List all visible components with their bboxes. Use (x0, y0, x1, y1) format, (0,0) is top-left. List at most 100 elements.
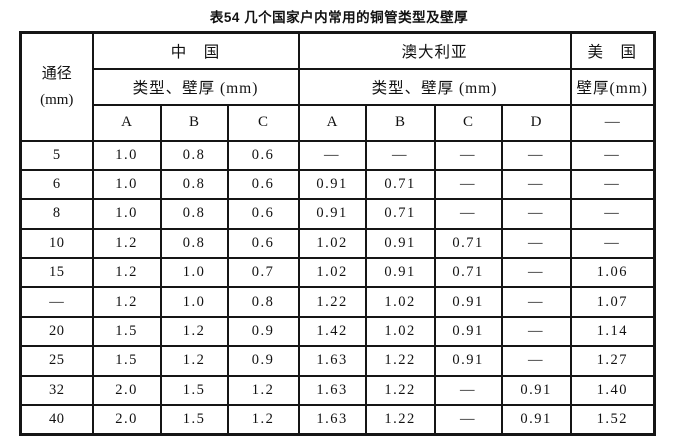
value-cell: 0.6 (226, 227, 300, 260)
diameter-label: 通径 (41, 65, 72, 82)
type-col-header: A (297, 103, 367, 142)
value-cell: 0.91 (433, 345, 503, 377)
value-cell: — (433, 374, 503, 407)
value-cell: 1.0 (91, 139, 162, 171)
value-cell: 1.02 (364, 286, 436, 318)
value-cell: 1.52 (569, 404, 656, 436)
value-cell: 0.8 (159, 139, 229, 171)
value-cell: 1.0 (91, 168, 162, 201)
value-cell: 1.2 (91, 286, 162, 318)
value-cell: 0.9 (226, 315, 300, 348)
header-row-subtitle: 类型、壁厚 (mm) 类型、壁厚 (mm) 壁厚(mm) (21, 67, 656, 106)
value-cell: — (433, 404, 503, 436)
diameter-cell: 20 (19, 315, 94, 348)
value-cell: 1.22 (364, 345, 436, 377)
table-row: 5 1.0 0.8 0.6— — — — — (19, 139, 656, 171)
value-cell: — (297, 139, 367, 171)
value-cell: 1.27 (569, 345, 656, 377)
diameter-cell: 15 (19, 257, 94, 289)
diameter-cell: 8 (19, 198, 94, 230)
copper-pipe-table: 通径 (mm) 中 国 澳大利亚 美 国 类型、壁厚 (mm) 类型、壁厚 (m… (19, 31, 656, 436)
diameter-unit: (mm) (40, 91, 74, 108)
value-cell: 1.63 (297, 374, 367, 407)
value-cell: 1.5 (159, 404, 229, 436)
table-row: 15 1.2 1.0 0.7 1.02 0.91 0.71—1.06 (19, 257, 656, 289)
value-cell: — (500, 168, 572, 201)
value-cell: 0.91 (297, 168, 367, 201)
table-row: 25 1.5 1.2 0.9 1.63 1.22 0.91—1.27 (19, 345, 656, 377)
value-cell: — (569, 168, 656, 201)
value-cell: 0.6 (226, 139, 300, 171)
value-cell: 1.22 (364, 404, 436, 436)
value-cell: 0.7 (226, 257, 300, 289)
value-cell: 1.63 (297, 345, 367, 377)
value-cell: 0.91 (364, 227, 436, 260)
value-cell: 0.91 (297, 198, 367, 230)
table-row: 8 1.0 0.8 0.6 0.91 0.71— — — (19, 198, 656, 230)
diameter-cell: — (19, 286, 94, 318)
header-row-country: 通径 (mm) 中 国 澳大利亚 美 国 (19, 31, 656, 142)
value-cell: 2.0 (91, 404, 162, 436)
header-usa: 美 国 (569, 31, 656, 70)
type-col-header: B (364, 103, 436, 142)
type-col-header: D (500, 103, 572, 142)
value-cell: 1.0 (159, 257, 229, 289)
type-col-header: B (159, 103, 229, 142)
value-cell: 0.91 (500, 374, 572, 407)
value-cell: 0.8 (226, 286, 300, 318)
value-cell: 1.5 (159, 374, 229, 407)
type-col-header: C (226, 103, 300, 142)
value-cell: 1.22 (364, 374, 436, 407)
header-diameter: 通径 (mm) (19, 31, 94, 142)
value-cell: — (433, 168, 503, 201)
value-cell: 0.91 (500, 404, 572, 436)
value-cell: — (364, 139, 436, 171)
value-cell: — (500, 257, 572, 289)
diameter-cell: 40 (19, 404, 94, 436)
type-col-header: C (433, 103, 503, 142)
value-cell: 1.0 (91, 198, 162, 230)
diameter-cell: 10 (19, 227, 94, 260)
subheader-australia: 类型、壁厚 (mm) (297, 67, 572, 106)
value-cell: — (500, 139, 572, 171)
value-cell: 1.2 (91, 257, 162, 289)
value-cell: 0.8 (159, 198, 229, 230)
value-cell: 0.8 (159, 168, 229, 201)
header-china: 中 国 (91, 31, 300, 70)
value-cell: 2.0 (91, 374, 162, 407)
table-title: 表54 几个国家户内常用的铜管类型及壁厚 (209, 10, 469, 25)
value-cell: — (500, 286, 572, 318)
value-cell: 0.6 (226, 198, 300, 230)
value-cell: — (500, 198, 572, 230)
subheader-china: 类型、壁厚 (mm) (91, 67, 300, 106)
value-cell: 1.2 (226, 374, 300, 407)
value-cell: 0.71 (433, 227, 503, 260)
value-cell: 1.2 (226, 404, 300, 436)
table-body: 5 1.0 0.8 0.6— — — — —6 1.0 0.8 0.6 0.91 0.71— — —8 1.0… (19, 139, 656, 436)
table-row: 40 2.0 1.5 1.2 1.63 1.22—0.91 1.52 (19, 404, 656, 436)
type-col-header: A (91, 103, 162, 142)
value-cell: 0.8 (159, 227, 229, 260)
value-cell: — (569, 139, 656, 171)
table-row: 10 1.2 0.8 0.6 1.02 0.91 0.71— — (19, 227, 656, 260)
value-cell: 0.6 (226, 168, 300, 201)
value-cell: — (433, 139, 503, 171)
value-cell: 0.91 (433, 286, 503, 318)
value-cell: 1.0 (159, 286, 229, 318)
value-cell: 1.2 (159, 345, 229, 377)
value-cell: 1.02 (364, 315, 436, 348)
header-row-types: A B C A B C D — (21, 103, 656, 142)
diameter-cell: 5 (19, 139, 94, 171)
type-col-header: — (569, 103, 656, 142)
value-cell: 0.71 (364, 198, 436, 230)
value-cell: 1.06 (569, 257, 656, 289)
value-cell: 0.71 (433, 257, 503, 289)
value-cell: — (500, 227, 572, 260)
value-cell: 1.07 (569, 286, 656, 318)
value-cell: — (569, 198, 656, 230)
value-cell: — (500, 315, 572, 348)
value-cell: — (500, 345, 572, 377)
value-cell: — (569, 227, 656, 260)
value-cell: 0.71 (364, 168, 436, 201)
